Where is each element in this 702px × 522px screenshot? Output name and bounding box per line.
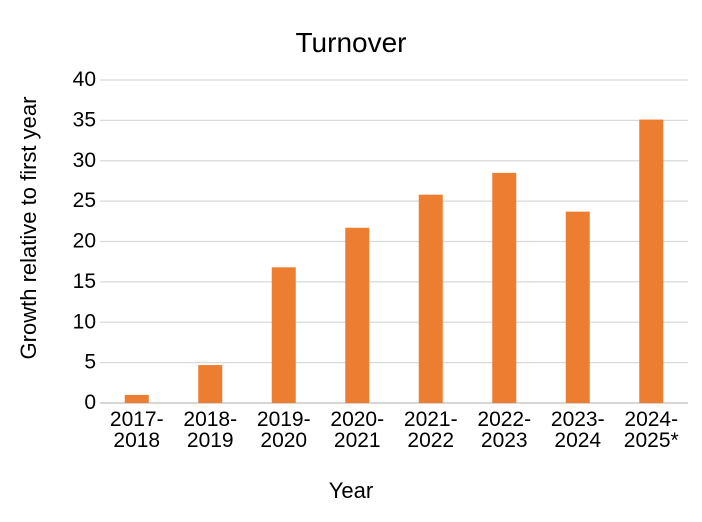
bar xyxy=(492,172,517,403)
y-tick-label: 35 xyxy=(73,108,96,131)
bar xyxy=(198,365,223,403)
y-tick-label: 15 xyxy=(73,270,96,293)
y-tick-label: 5 xyxy=(84,351,96,374)
y-tick-label: 40 xyxy=(73,68,96,91)
y-tick-label: 30 xyxy=(73,149,96,172)
x-tick-label: 2023-2024 xyxy=(551,408,605,452)
x-tick-label: 2022-2023 xyxy=(477,408,531,452)
bar xyxy=(271,267,296,403)
bar xyxy=(565,211,590,403)
x-tick-label: 2021-2022 xyxy=(404,408,458,452)
y-tick-label: 0 xyxy=(84,391,96,414)
x-tick-label: 2017-2018 xyxy=(110,408,164,452)
x-axis-title: Year xyxy=(328,478,374,503)
x-tick-label: 2024-2025* xyxy=(624,408,679,452)
y-tick-label: 20 xyxy=(73,230,96,253)
chart-title: Turnover xyxy=(295,27,407,58)
x-tick-label: 2018-2019 xyxy=(183,408,237,452)
bar xyxy=(345,227,370,403)
bar xyxy=(639,119,664,403)
bar xyxy=(418,194,443,403)
x-tick-label: 2019-2020 xyxy=(257,408,311,452)
x-tick-label: 2020-2021 xyxy=(330,408,384,452)
y-tick-label: 10 xyxy=(73,310,96,333)
y-tick-label: 25 xyxy=(73,189,96,212)
bar xyxy=(124,394,149,403)
